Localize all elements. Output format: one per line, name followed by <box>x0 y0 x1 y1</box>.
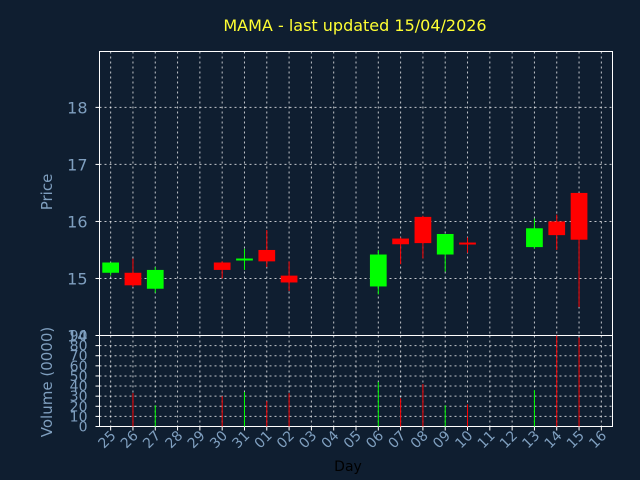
chart-title: MAMA - last updated 15/04/2026 <box>223 16 486 35</box>
candle-body <box>258 249 276 262</box>
volume-tick-label: 90 <box>70 329 88 345</box>
candle-26 <box>124 258 142 288</box>
price-axis-label: Price <box>38 174 56 211</box>
x-tick-label: 15 <box>564 428 588 452</box>
candle-body <box>102 262 120 273</box>
x-tick-label: 09 <box>430 428 454 452</box>
x-tick-label: 14 <box>542 428 566 452</box>
candle-01 <box>258 229 276 268</box>
x-tick-label: 02 <box>274 428 298 452</box>
candle-body <box>236 258 253 261</box>
candle-body <box>369 254 387 287</box>
candle-body <box>280 275 298 283</box>
candle-body <box>526 228 543 248</box>
x-tick-label: 10 <box>452 428 476 452</box>
candle-14 <box>548 214 566 250</box>
x-tick-label: 25 <box>96 428 120 452</box>
volume-tick-label: 80 <box>70 339 88 355</box>
x-tick-label: 08 <box>408 428 432 452</box>
price-tick-label: 18 <box>67 98 87 117</box>
x-axis-label: Day <box>334 459 362 475</box>
volume-tick-label: 0 <box>79 420 88 436</box>
candle-body <box>146 269 164 289</box>
candle-body <box>436 233 454 255</box>
candle-08 <box>414 215 432 259</box>
x-tick-label: 29 <box>185 428 209 452</box>
volume-tick-label: 50 <box>70 369 88 385</box>
price-tick-label: 17 <box>67 155 87 174</box>
x-tick-label: 12 <box>497 428 521 452</box>
x-tick-label: 01 <box>252 428 276 452</box>
candle-25 <box>102 262 120 276</box>
x-tick-label: 27 <box>140 428 164 452</box>
price-tick-label: 16 <box>67 212 87 231</box>
candle-09 <box>436 233 454 272</box>
x-tick-label: 06 <box>363 428 387 452</box>
volume-tick-label: 60 <box>70 359 88 375</box>
volume-axis-label: Volume (0000) <box>38 327 56 437</box>
volume-tick-label: 20 <box>70 399 88 415</box>
candle-body <box>213 262 231 270</box>
candle-31 <box>236 248 253 270</box>
x-tick-label: 13 <box>519 428 543 452</box>
candle-body <box>570 192 588 240</box>
candle-13 <box>526 218 543 249</box>
candle-30 <box>213 261 231 279</box>
x-tick-label: 05 <box>341 428 365 452</box>
x-tick-label: 11 <box>475 428 499 452</box>
x-tick-label: 30 <box>207 428 231 452</box>
volume-tick-label: 10 <box>70 409 88 425</box>
volume-tick-label: 70 <box>70 349 88 365</box>
price-panel: 14 15 16 17 18 Price <box>38 51 613 346</box>
candle-15 <box>570 192 588 307</box>
candle-body <box>392 238 409 245</box>
price-tick-label: 15 <box>67 269 87 288</box>
x-tick-label: 03 <box>296 428 320 452</box>
candle-02 <box>280 261 298 292</box>
x-tick-label: 16 <box>586 428 610 452</box>
x-tick-label: 07 <box>386 428 410 452</box>
candle-27 <box>146 267 164 293</box>
volume-tick-label: 30 <box>70 389 88 405</box>
volume-tick-label: 40 <box>70 379 88 395</box>
x-tick-label: 31 <box>229 428 253 452</box>
candle-body <box>414 216 432 244</box>
x-tick-label: 28 <box>162 428 186 452</box>
candle-body <box>124 272 142 286</box>
x-tick-label: 04 <box>319 428 343 452</box>
candle-07 <box>392 237 409 265</box>
candle-10 <box>459 237 476 253</box>
candle-body <box>459 242 476 245</box>
x-tick-label: 26 <box>118 428 142 452</box>
candle-body <box>548 221 566 236</box>
candle-06 <box>369 249 387 295</box>
price-tick-label: 14 <box>67 327 87 346</box>
